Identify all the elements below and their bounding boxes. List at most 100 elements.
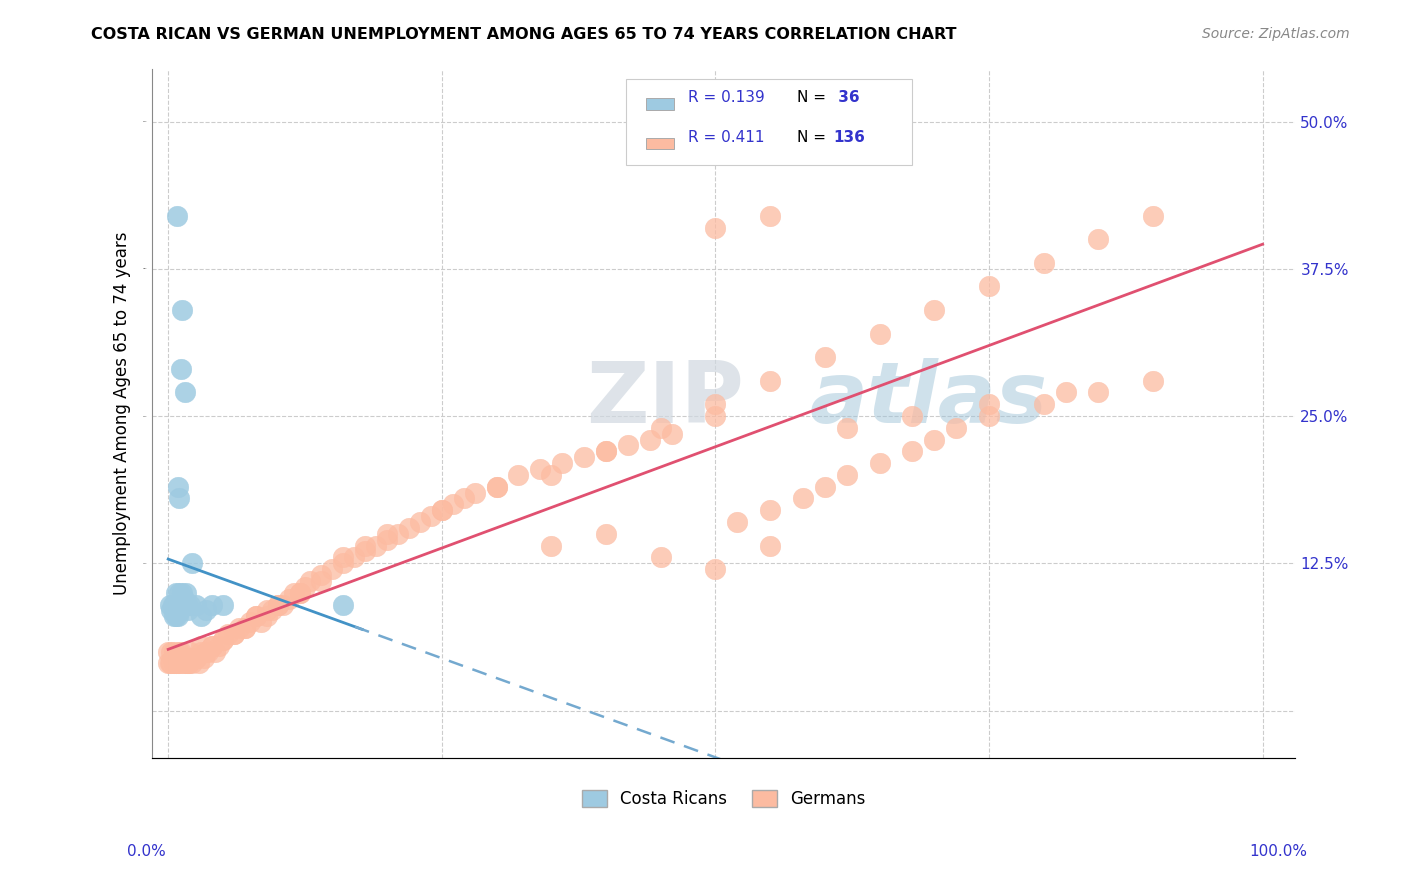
Point [540, 467, 562, 482]
Point [262, 603, 284, 617]
Point [869, 326, 891, 341]
Point [595, 444, 617, 458]
Point [1087, 385, 1109, 400]
Point [173, 650, 195, 665]
Point [759, 503, 782, 517]
Point [190, 639, 212, 653]
Point [551, 456, 574, 470]
Point [1087, 232, 1109, 246]
Text: ZIP: ZIP [586, 358, 744, 441]
Point [835, 421, 858, 435]
Point [485, 480, 508, 494]
Point [529, 462, 551, 476]
Point [197, 645, 219, 659]
Point [160, 603, 183, 617]
Point [617, 438, 640, 452]
Point [704, 562, 727, 576]
Point [222, 627, 245, 641]
Point [181, 657, 204, 671]
Point [167, 657, 190, 671]
Point [157, 645, 180, 659]
Point [173, 598, 195, 612]
Point [173, 591, 195, 606]
Point [977, 397, 1000, 411]
Point [814, 480, 837, 494]
Text: R = 0.411: R = 0.411 [688, 130, 765, 145]
Point [177, 650, 200, 665]
Point [193, 650, 215, 665]
Point [375, 533, 398, 547]
Point [163, 598, 186, 612]
Point [173, 385, 195, 400]
Point [332, 556, 354, 570]
Point [321, 562, 343, 576]
Point [165, 585, 187, 599]
Point [464, 485, 486, 500]
Legend: Costa Ricans, Germans: Costa Ricans, Germans [575, 783, 872, 814]
Point [299, 574, 322, 588]
Point [173, 650, 195, 665]
Point [1032, 397, 1054, 411]
Point [725, 515, 748, 529]
Point [332, 550, 354, 565]
Point [163, 603, 186, 617]
Point [869, 456, 891, 470]
Point [901, 444, 924, 458]
Point [430, 503, 453, 517]
Point [201, 598, 224, 612]
Point [163, 609, 186, 624]
Point [283, 585, 305, 599]
Point [167, 650, 190, 665]
Point [177, 603, 200, 617]
Point [814, 350, 837, 364]
Point [595, 526, 617, 541]
Point [162, 650, 184, 665]
Point [170, 362, 193, 376]
Point [165, 657, 187, 671]
Point [167, 609, 190, 624]
Point [190, 645, 212, 659]
Point [453, 491, 475, 506]
Text: N =: N = [797, 130, 831, 145]
Point [163, 657, 186, 671]
Point [759, 209, 782, 223]
Point [704, 220, 727, 235]
Point [1142, 374, 1164, 388]
Point [167, 657, 190, 671]
Point [759, 374, 782, 388]
Point [419, 509, 441, 524]
Point [177, 657, 200, 671]
Point [184, 650, 207, 665]
Point [201, 639, 224, 653]
Point [166, 650, 188, 665]
Point [160, 657, 183, 671]
Point [375, 526, 398, 541]
Point [195, 645, 218, 659]
Point [166, 209, 188, 223]
Point [187, 657, 209, 671]
Point [508, 467, 530, 482]
Point [245, 609, 267, 624]
Point [179, 598, 201, 612]
Text: 100.0%: 100.0% [1250, 845, 1308, 859]
Point [1054, 385, 1077, 400]
Point [165, 657, 187, 671]
Point [217, 627, 239, 641]
Point [212, 632, 235, 647]
Point [398, 521, 420, 535]
Point [162, 598, 184, 612]
Point [759, 539, 782, 553]
Point [167, 585, 190, 599]
Point [163, 650, 186, 665]
Text: 36: 36 [834, 90, 860, 105]
Point [222, 627, 245, 641]
Point [212, 632, 235, 647]
Point [650, 550, 672, 565]
Point [163, 645, 186, 659]
Point [332, 598, 354, 612]
Point [166, 598, 188, 612]
Point [354, 539, 377, 553]
Text: Source: ZipAtlas.com: Source: ZipAtlas.com [1202, 27, 1350, 41]
Point [167, 480, 190, 494]
Point [311, 568, 333, 582]
